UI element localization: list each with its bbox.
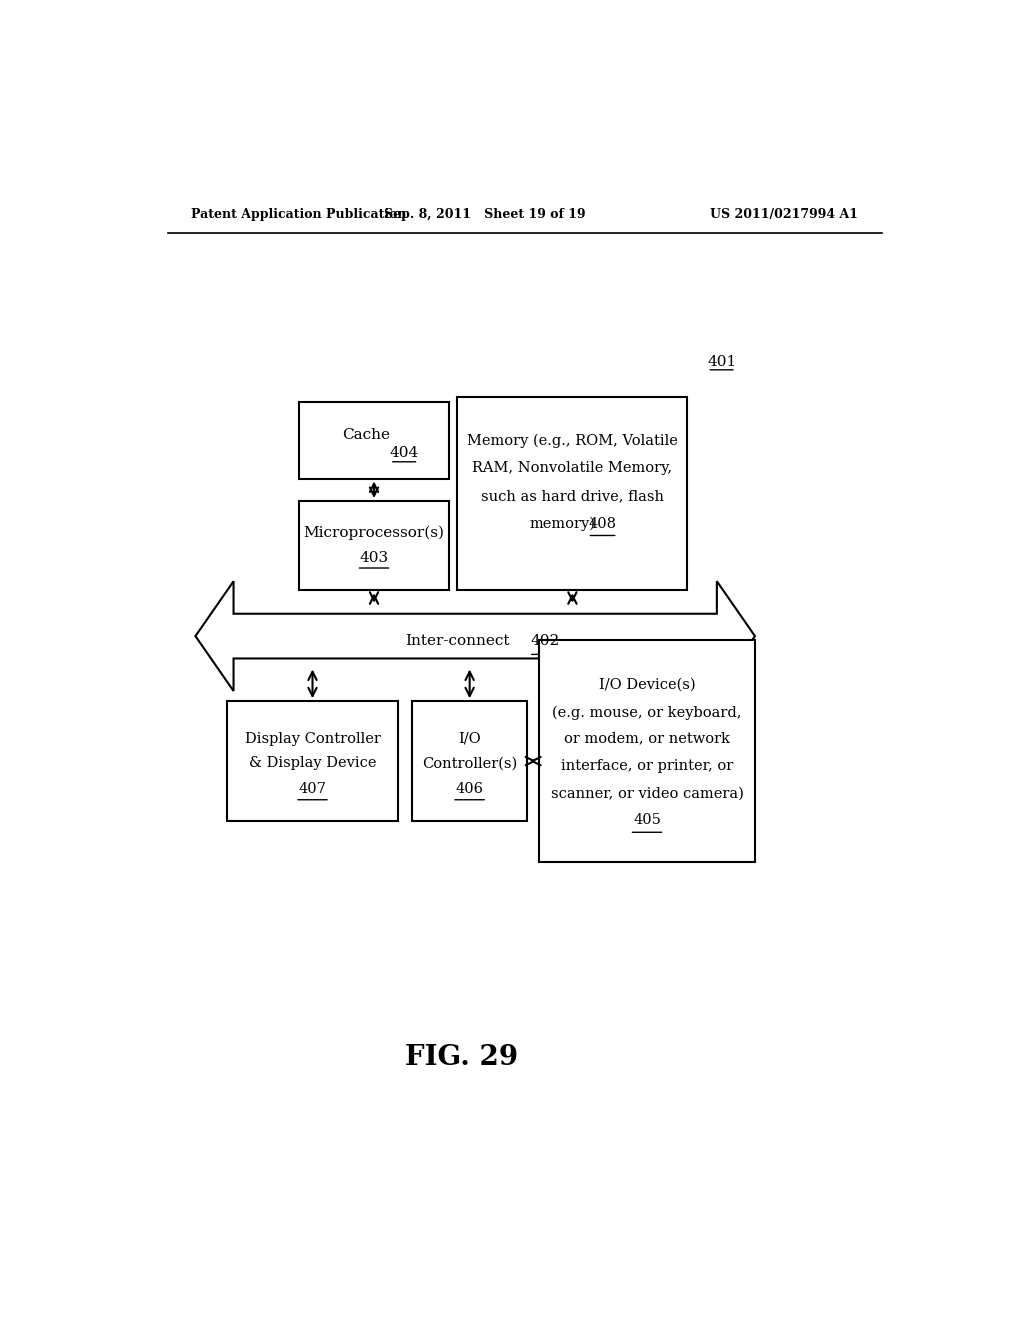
- Text: 402: 402: [530, 634, 559, 648]
- FancyBboxPatch shape: [539, 640, 755, 862]
- Text: Microprocessor(s): Microprocessor(s): [303, 525, 444, 540]
- FancyBboxPatch shape: [227, 701, 397, 821]
- Text: I/O: I/O: [459, 731, 481, 746]
- Text: memory): memory): [529, 517, 596, 532]
- Text: 401: 401: [708, 355, 736, 368]
- FancyBboxPatch shape: [412, 701, 527, 821]
- Text: scanner, or video camera): scanner, or video camera): [551, 787, 743, 801]
- FancyBboxPatch shape: [458, 397, 687, 590]
- Text: & Display Device: & Display Device: [249, 756, 376, 770]
- Text: Sep. 8, 2011   Sheet 19 of 19: Sep. 8, 2011 Sheet 19 of 19: [384, 207, 586, 220]
- Text: such as hard drive, flash: such as hard drive, flash: [481, 488, 664, 503]
- Text: 406: 406: [456, 781, 483, 796]
- Text: interface, or printer, or: interface, or printer, or: [561, 759, 733, 774]
- Text: I/O Device(s): I/O Device(s): [599, 678, 695, 692]
- Text: 407: 407: [299, 781, 327, 796]
- Text: US 2011/0217994 A1: US 2011/0217994 A1: [710, 207, 858, 220]
- Text: or modem, or network: or modem, or network: [564, 731, 730, 746]
- FancyBboxPatch shape: [299, 403, 450, 479]
- Text: FIG. 29: FIG. 29: [404, 1044, 518, 1072]
- FancyBboxPatch shape: [299, 500, 450, 590]
- Text: 405: 405: [633, 813, 660, 828]
- Text: 408: 408: [589, 517, 616, 532]
- Text: Inter-connect: Inter-connect: [406, 634, 510, 648]
- Text: 404: 404: [389, 446, 419, 459]
- Text: Controller(s): Controller(s): [422, 756, 517, 770]
- Text: Display Controller: Display Controller: [245, 731, 381, 746]
- Text: RAM, Nonvolatile Memory,: RAM, Nonvolatile Memory,: [472, 462, 673, 475]
- Text: Memory (e.g., ROM, Volatile: Memory (e.g., ROM, Volatile: [467, 434, 678, 449]
- Text: (e.g. mouse, or keyboard,: (e.g. mouse, or keyboard,: [552, 705, 741, 719]
- Text: Cache: Cache: [342, 429, 390, 442]
- Text: Patent Application Publication: Patent Application Publication: [191, 207, 407, 220]
- Polygon shape: [196, 581, 755, 690]
- Text: 403: 403: [359, 550, 388, 565]
